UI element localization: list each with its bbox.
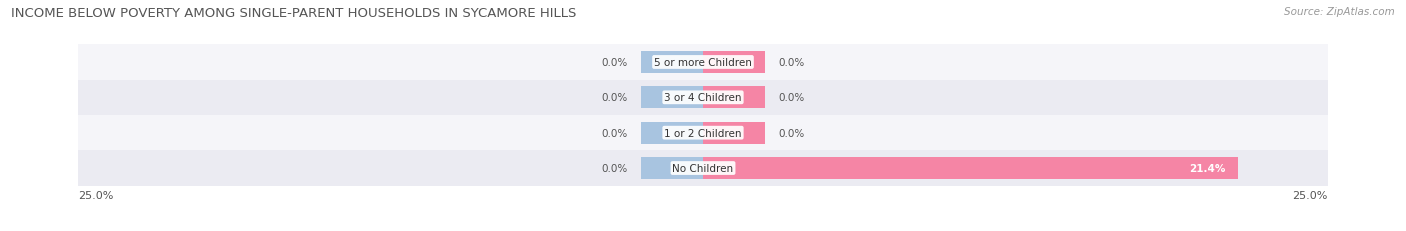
Text: 25.0%: 25.0% [79, 190, 114, 200]
Text: Source: ZipAtlas.com: Source: ZipAtlas.com [1284, 7, 1395, 17]
Bar [79, 45, 1327, 80]
Bar [641, 52, 703, 74]
Text: 0.0%: 0.0% [602, 93, 628, 103]
Text: 0.0%: 0.0% [778, 128, 804, 138]
Text: 0.0%: 0.0% [778, 58, 804, 68]
Text: 21.4%: 21.4% [1189, 163, 1226, 173]
Bar [79, 116, 1327, 151]
Bar [641, 122, 703, 144]
Bar [703, 157, 1237, 179]
Text: 0.0%: 0.0% [778, 93, 804, 103]
Bar [703, 122, 765, 144]
Text: 5 or more Children: 5 or more Children [654, 58, 752, 68]
Text: 0.0%: 0.0% [602, 128, 628, 138]
Text: No Children: No Children [672, 163, 734, 173]
Text: 0.0%: 0.0% [602, 58, 628, 68]
Text: 25.0%: 25.0% [1292, 190, 1327, 200]
Text: 0.0%: 0.0% [602, 163, 628, 173]
Bar [641, 157, 703, 179]
Bar [641, 87, 703, 109]
Bar [79, 80, 1327, 116]
Text: 3 or 4 Children: 3 or 4 Children [664, 93, 742, 103]
Bar [79, 151, 1327, 186]
Bar [703, 87, 765, 109]
Bar [703, 52, 765, 74]
Text: 1 or 2 Children: 1 or 2 Children [664, 128, 742, 138]
Text: INCOME BELOW POVERTY AMONG SINGLE-PARENT HOUSEHOLDS IN SYCAMORE HILLS: INCOME BELOW POVERTY AMONG SINGLE-PARENT… [11, 7, 576, 20]
